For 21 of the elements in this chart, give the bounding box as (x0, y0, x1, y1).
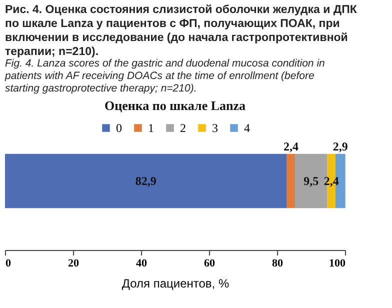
legend-label: 3 (212, 121, 218, 135)
data-label: 9,5 (304, 174, 319, 188)
x-tick-label: 60 (204, 258, 216, 270)
x-tick-label: 40 (136, 258, 148, 270)
caption: Fig. 4. Lanza scores of the gastric and duodenal mucosa condition in patients with AF receiving DOACs at the time of enrollment (before starting gastroprotective therapy; n=210). (4, 58, 326, 94)
x-tick-label: 0 (6, 258, 12, 270)
legend-label: 4 (244, 121, 250, 135)
x-axis-title: Доля пациентов, % (122, 276, 230, 290)
x-tick-label: 20 (68, 258, 80, 270)
data-label: 2,9 (332, 139, 348, 154)
legend-label: 1 (148, 121, 154, 135)
legend-label: 2 (180, 121, 186, 135)
x-tick-label: 80 (272, 258, 284, 270)
data-label: 82,9 (135, 174, 156, 188)
x-tick-label: 100 (329, 258, 346, 270)
data-label: 2,4 (283, 139, 298, 154)
chart-title: Оценка по шкале Lanza (104, 98, 246, 113)
legend-label: 0 (116, 121, 122, 135)
bar (286, 154, 296, 208)
bar (5, 154, 287, 208)
text: Рис. 4. Оценка состояния слизистой оболочки желудка и ДПК по шкале Lanza у пациентов с ФП, получающих ПОАК, при включении в исследование (до начала гастропротективной терапии; n=210). (5, 4, 358, 58)
